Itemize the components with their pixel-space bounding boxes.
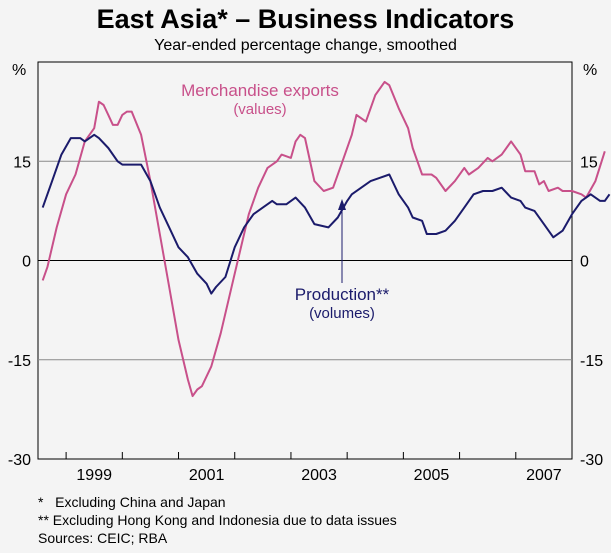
y-tick-label-left: 0 xyxy=(22,254,31,271)
y-tick-label-right: -15 xyxy=(580,353,603,370)
y-tick-label-right: -30 xyxy=(580,452,603,469)
production-annotation-label: Production** xyxy=(294,285,390,304)
y-unit-left: % xyxy=(12,62,27,79)
production-arrowhead xyxy=(338,199,346,210)
y-tick-label-left: -15 xyxy=(8,353,31,370)
footnote-1: * Excluding China and Japan xyxy=(38,494,226,510)
y-tick-label-right: 0 xyxy=(580,254,589,271)
exports-annotation-sublabel: (values) xyxy=(233,101,287,118)
x-tick-label: 2007 xyxy=(526,467,562,484)
footnotes: * Excluding China and Japan ** Excluding… xyxy=(38,493,397,547)
x-tick-label: 2003 xyxy=(301,467,337,484)
sources-note: Sources: CEIC; RBA xyxy=(38,530,168,546)
production-line xyxy=(41,133,611,295)
production-annotation: Production** (volumes) xyxy=(247,285,437,323)
x-tick-label: 2005 xyxy=(414,467,450,484)
footnote-2: ** Excluding Hong Kong and Indonesia due… xyxy=(38,512,397,528)
y-tick-label-left: -30 xyxy=(8,452,31,469)
chart-title: East Asia* – Business Indicators xyxy=(96,4,515,34)
x-tick-label: 1999 xyxy=(76,467,112,484)
exports-annotation-label: Merchandise exports xyxy=(181,81,339,100)
production-annotation-sublabel: (volumes) xyxy=(309,305,375,322)
y-tick-label-right: 15 xyxy=(580,154,598,171)
exports-annotation: Merchandise exports (values) xyxy=(140,81,380,119)
x-tick-label: 2001 xyxy=(189,467,225,484)
exports-line xyxy=(41,80,606,398)
chart-subtitle: Year-ended percentage change, smoothed xyxy=(154,37,457,54)
y-tick-label-left: 15 xyxy=(13,154,31,171)
y-unit-right: % xyxy=(583,62,598,79)
